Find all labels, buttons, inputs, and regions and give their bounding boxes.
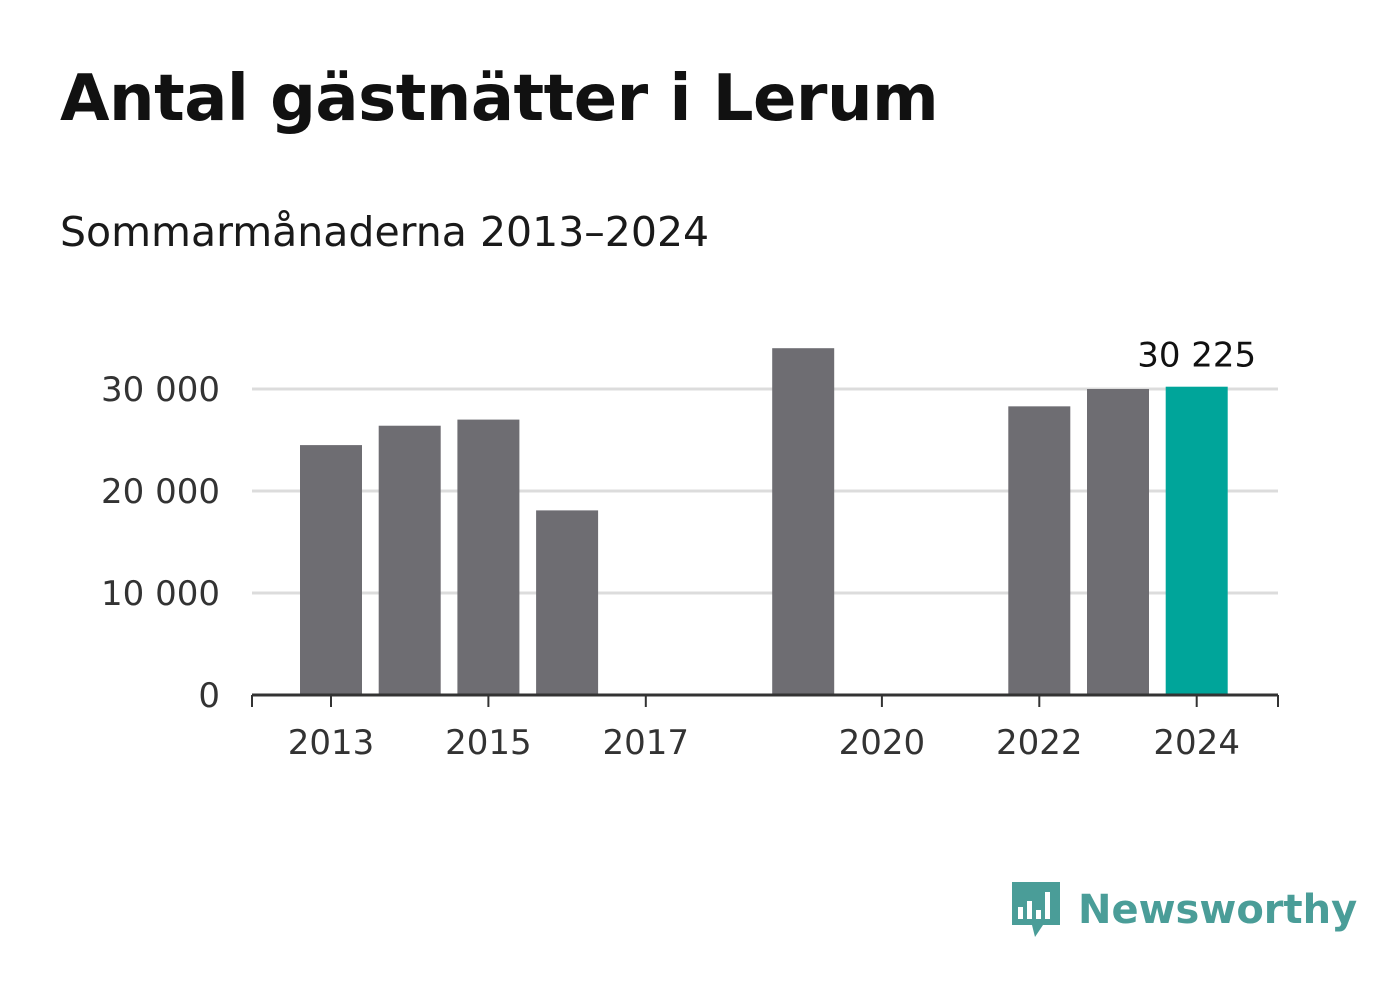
x-tick-label: 2024 xyxy=(1153,723,1240,763)
bar-2024 xyxy=(1165,386,1228,695)
y-tick-label: 30 000 xyxy=(101,370,220,410)
chart-title: Antal gästnätter i Lerum xyxy=(60,62,939,136)
x-tick-label: 2022 xyxy=(996,723,1083,763)
x-tick-label: 2017 xyxy=(603,723,690,763)
bar-2023 xyxy=(1087,389,1149,695)
data-label: 30 225 xyxy=(1137,336,1256,376)
bar-2019 xyxy=(772,348,835,695)
x-tick-label: 2020 xyxy=(839,723,926,763)
bar-2013 xyxy=(300,445,362,695)
x-tick-label: 2015 xyxy=(445,723,532,763)
chart-subtitle: Sommarmånaderna 2013–2024 xyxy=(60,208,710,256)
bar-2016 xyxy=(536,510,599,695)
x-tick-label: 2013 xyxy=(288,723,375,763)
logo-text: Newsworthy xyxy=(1078,887,1358,933)
newsworthy-logo: Newsworthy xyxy=(1010,878,1357,942)
y-tick-label: 0 xyxy=(198,676,220,716)
y-tick-label: 20 000 xyxy=(101,472,220,512)
bar-2014 xyxy=(378,425,441,695)
y-tick-label: 10 000 xyxy=(101,574,220,614)
bar-2015 xyxy=(457,419,520,695)
bar-2022 xyxy=(1008,406,1071,695)
newsworthy-logo-icon xyxy=(1012,882,1060,937)
